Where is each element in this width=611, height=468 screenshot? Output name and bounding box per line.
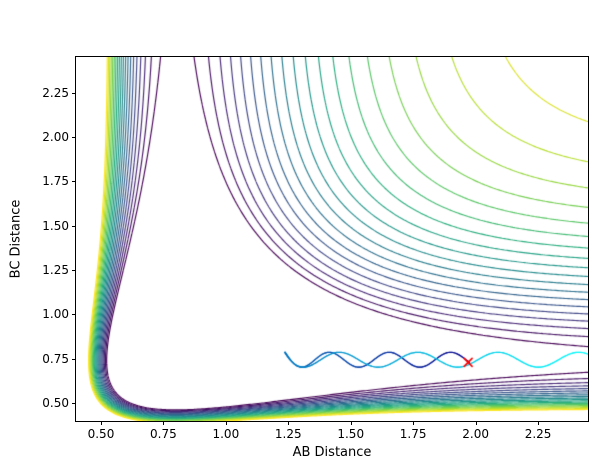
y-tick-mark [72, 181, 76, 183]
y-tick-label: 1.00 [42, 307, 69, 322]
y-tick-label: 1.25 [42, 263, 69, 278]
contour-plot-canvas [76, 57, 588, 421]
y-tick-mark [72, 136, 76, 138]
x-tick-mark [225, 421, 227, 425]
x-tick-label: 2.00 [462, 427, 489, 441]
y-tick-mark [72, 314, 76, 316]
x-tick-label: 1.50 [337, 427, 365, 441]
y-tick-label: 2.25 [42, 85, 69, 100]
y-tick-mark [72, 403, 76, 405]
x-tick-mark [100, 421, 102, 425]
y-tick-label: 1.75 [42, 174, 69, 189]
y-axis-label: BC Distance [8, 199, 24, 279]
x-tick-label: 1.00 [212, 427, 240, 441]
x-tick-label: 0.75 [150, 427, 177, 441]
y-tick-label: 0.50 [42, 396, 69, 411]
y-tick-label: 1.50 [42, 218, 69, 233]
y-tick-mark [72, 225, 76, 227]
x-tick-label: 1.25 [274, 427, 302, 441]
x-tick-label: 0.50 [87, 427, 115, 441]
y-tick-mark [72, 270, 76, 272]
x-tick-label: 1.75 [399, 427, 427, 441]
y-tick-mark [72, 358, 76, 360]
y-tick-label: 0.75 [42, 351, 69, 366]
x-tick-mark [350, 421, 352, 425]
x-axis-label: AB Distance [292, 445, 372, 460]
y-tick-label: 2.00 [42, 129, 69, 144]
x-tick-mark [413, 421, 415, 425]
x-tick-mark [538, 421, 540, 425]
y-tick-mark [72, 92, 76, 94]
x-tick-mark [475, 421, 477, 425]
plot-area: 0.50 0.75 1.00 1.25 1.50 1.75 2.00 2.25 0.50 0.75… [42, 56, 589, 441]
x-tick-label: 2.25 [524, 427, 552, 441]
x-tick-mark [163, 421, 165, 425]
x-tick-mark [288, 421, 290, 425]
